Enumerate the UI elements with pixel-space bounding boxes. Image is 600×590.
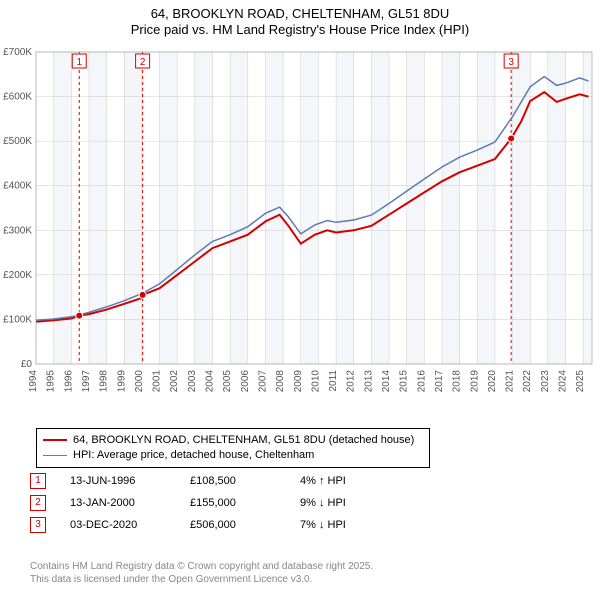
x-tick-label: 2005 <box>222 370 233 393</box>
x-tick-label: 2004 <box>205 370 216 393</box>
legend-swatch <box>43 455 67 456</box>
x-tick-label: 2014 <box>381 370 392 393</box>
x-tick-label: 2019 <box>469 370 480 393</box>
year-band <box>583 52 592 364</box>
price-chart: 1994 1995 1996 1997 1998 1999 2000 2001 2002 2003… <box>0 44 600 424</box>
footer-line2: This data is licensed under the Open Gov… <box>30 574 373 587</box>
legend-label: HPI: Average price, detached house, Chel… <box>73 448 314 463</box>
event-price: £155,000 <box>190 497 300 509</box>
event-date: 03-DEC-2020 <box>70 519 190 531</box>
x-tick-label: 2013 <box>363 370 374 393</box>
year-band <box>407 52 425 364</box>
year-band <box>160 52 178 364</box>
x-tick-label: 2002 <box>169 370 180 393</box>
event-marker-number: 1 <box>76 57 82 68</box>
event-pct: 4% ↑ HPI <box>300 475 410 487</box>
year-band <box>477 52 495 364</box>
x-tick-label: 2008 <box>275 370 286 393</box>
event-pct: 9% ↓ HPI <box>300 497 410 509</box>
year-band <box>336 52 354 364</box>
sale-point <box>76 312 83 319</box>
legend-row: HPI: Average price, detached house, Chel… <box>43 448 423 463</box>
y-tick-label: £500K <box>3 136 32 147</box>
event-date: 13-JAN-2000 <box>70 497 190 509</box>
x-tick-label: 2025 <box>575 370 586 393</box>
event-price: £506,000 <box>190 519 300 531</box>
x-tick-label: 2020 <box>487 370 498 393</box>
x-tick-label: 2003 <box>187 370 198 393</box>
y-tick-label: £600K <box>3 92 32 103</box>
year-band <box>195 52 213 364</box>
x-tick-label: 1998 <box>99 370 110 393</box>
x-tick-label: 1999 <box>116 370 127 393</box>
x-tick-label: 2001 <box>152 370 163 393</box>
x-tick-label: 2015 <box>399 370 410 393</box>
x-tick-label: 2024 <box>558 370 569 393</box>
year-band <box>513 52 531 364</box>
event-marker: 1 <box>30 473 46 489</box>
x-tick-label: 1996 <box>63 370 74 393</box>
x-tick-label: 2007 <box>257 370 268 393</box>
event-marker-number: 3 <box>508 57 514 68</box>
sale-point <box>508 135 515 142</box>
x-tick-label: 1997 <box>81 370 92 393</box>
title-subtitle: Price paid vs. HM Land Registry's House … <box>0 22 600 38</box>
year-band <box>124 52 142 364</box>
x-tick-label: 2000 <box>134 370 145 393</box>
x-tick-label: 1995 <box>46 370 57 393</box>
x-tick-label: 2017 <box>434 370 445 393</box>
footer-line1: Contains HM Land Registry data © Crown c… <box>30 561 373 574</box>
footer: Contains HM Land Registry data © Crown c… <box>30 561 373 586</box>
event-price: £108,500 <box>190 475 300 487</box>
event-pct: 7% ↓ HPI <box>300 519 410 531</box>
x-tick-label: 2023 <box>540 370 551 393</box>
x-tick-label: 2006 <box>240 370 251 393</box>
events-table: 1 13-JUN-1996£108,5004% ↑ HPI 2 13-JAN-2000… <box>30 470 410 536</box>
x-tick-label: 2012 <box>346 370 357 393</box>
legend-row: 64, BROOKLYN ROAD, CHELTENHAM, GL51 8DU … <box>43 433 423 448</box>
sale-point <box>139 291 146 298</box>
year-band <box>301 52 319 364</box>
y-tick-label: £300K <box>3 225 32 236</box>
year-band <box>371 52 389 364</box>
title-block: 64, BROOKLYN ROAD, CHELTENHAM, GL51 8DU … <box>0 0 600 39</box>
x-tick-label: 2022 <box>522 370 533 393</box>
x-tick-label: 2016 <box>416 370 427 393</box>
year-band <box>230 52 248 364</box>
title-address: 64, BROOKLYN ROAD, CHELTENHAM, GL51 8DU <box>0 6 600 22</box>
legend-label: 64, BROOKLYN ROAD, CHELTENHAM, GL51 8DU … <box>73 433 414 448</box>
x-tick-label: 2021 <box>505 370 516 393</box>
event-date: 13-JUN-1996 <box>70 475 190 487</box>
x-tick-label: 2018 <box>452 370 463 393</box>
year-band <box>89 52 107 364</box>
y-tick-label: £0 <box>21 359 33 370</box>
event-marker: 2 <box>30 495 46 511</box>
y-tick-label: £200K <box>3 270 32 281</box>
y-tick-label: £400K <box>3 181 32 192</box>
legend-box: 64, BROOKLYN ROAD, CHELTENHAM, GL51 8DU … <box>36 428 430 468</box>
y-tick-label: £100K <box>3 314 32 325</box>
x-tick-label: 2011 <box>328 370 339 392</box>
legend-swatch <box>43 439 67 441</box>
x-tick-label: 2010 <box>310 370 321 393</box>
event-row: 1 13-JUN-1996£108,5004% ↑ HPI <box>30 470 410 492</box>
event-row: 2 13-JAN-2000£155,0009% ↓ HPI <box>30 492 410 514</box>
event-marker-number: 2 <box>140 57 146 68</box>
y-tick-label: £700K <box>3 47 32 58</box>
page-root: 64, BROOKLYN ROAD, CHELTENHAM, GL51 8DU … <box>0 0 600 590</box>
x-tick-label: 2009 <box>293 370 304 393</box>
x-tick-label: 1994 <box>28 370 39 393</box>
year-band <box>442 52 460 364</box>
event-marker: 3 <box>30 517 46 533</box>
event-row: 3 03-DEC-2020£506,0007% ↓ HPI <box>30 514 410 536</box>
